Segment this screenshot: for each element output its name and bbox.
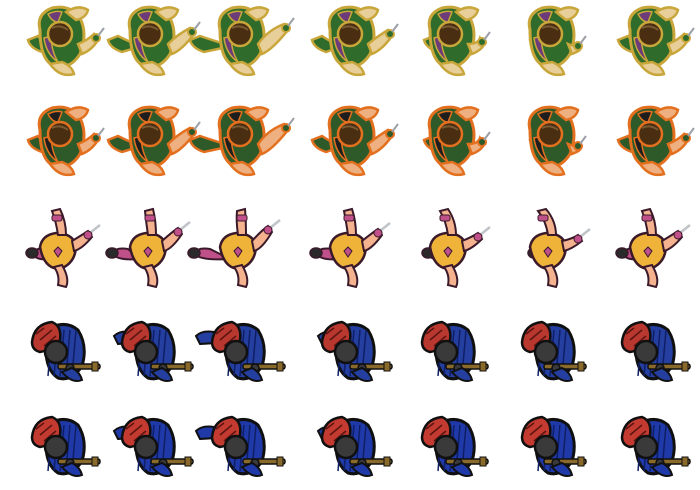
sprite-row-red-hair-rifleman-alt-frame [312,405,396,489]
sprite-image [422,105,491,177]
sprite-row-green-soldier-yellow-outline-frame [412,0,496,84]
sprite-image [26,5,105,77]
sprite-row-red-hair-rifleman-frame [22,310,106,394]
sprite-row-pink-girl-frame [22,205,106,289]
sprite-row-pink-girl-frame [512,205,596,289]
sprite-image [105,207,191,289]
sprite-row-green-soldier-yellow-outline-frame [512,0,596,84]
sprite-image [420,320,489,382]
sprite-row-red-hair-rifleman-alt-frame [194,405,286,489]
sprite-image [421,207,491,289]
sprite-row-pink-girl-frame [412,205,496,289]
sprite-row-red-hair-rifleman-frame [194,310,286,394]
sprite-row-pink-girl-frame [612,205,696,289]
sprite-row-pink-girl-frame [187,205,286,289]
sprite-image [527,207,591,289]
sprite-image [194,320,286,382]
sprite-image [188,5,295,77]
sprite-row-green-soldier-orange-outline-frame [310,100,399,184]
sprite-image [520,320,587,382]
sprite-image [310,5,399,77]
sprite-row-green-soldier-yellow-outline-frame [612,0,696,84]
sprite-image [188,105,295,177]
sprite-image [25,207,101,289]
sprite-image [187,207,281,289]
sprite-image [615,207,691,289]
sprite-row-red-hair-rifleman-alt-frame [412,405,496,489]
sprite-row-green-soldier-orange-outline-frame [512,100,596,184]
sprite-image [520,415,587,477]
sprite-row-red-hair-rifleman-frame [112,310,196,394]
sprite-image [620,415,691,477]
sprite-image [616,105,695,177]
sprite-image [316,415,393,477]
sprite-row-red-hair-rifleman-frame [312,310,396,394]
sprite-row-pink-girl-frame [309,205,396,289]
sprite-row-red-hair-rifleman-alt-frame [22,405,106,489]
sprite-image [616,5,695,77]
sprite-row-green-soldier-orange-outline-frame [612,100,696,184]
sprite-image [620,320,691,382]
sprite-row-red-hair-rifleman-alt-frame [112,405,196,489]
sprite-row-green-soldier-orange-outline-frame [412,100,496,184]
sprite-image [527,105,587,177]
sprite-image [26,105,105,177]
sprite-row-red-hair-rifleman-frame [412,310,496,394]
sprite-image [30,415,101,477]
sprite-image [527,5,587,77]
sprite-row-green-soldier-orange-outline-frame [188,100,295,184]
sprite-row-green-soldier-orange-outline-frame [22,100,106,184]
sprite-row-green-soldier-orange-outline-frame [106,100,201,184]
sprite-image [106,105,201,177]
sprite-image [112,415,194,477]
sprite-row-green-soldier-yellow-outline-frame [106,0,201,84]
sprite-row-red-hair-rifleman-alt-frame [612,405,696,489]
sprite-row-red-hair-rifleman-frame [512,310,596,394]
sprite-image [309,207,391,289]
sprite-image [30,320,101,382]
sprite-image [316,320,393,382]
sprite-row-pink-girl-frame [105,205,196,289]
sprite-row-red-hair-rifleman-frame [612,310,696,394]
sprite-image [422,5,491,77]
sprite-image [420,415,489,477]
sprite-image [106,5,201,77]
sprite-row-green-soldier-yellow-outline-frame [188,0,295,84]
sprite-row-red-hair-rifleman-alt-frame [512,405,596,489]
sprite-row-green-soldier-yellow-outline-frame [22,0,106,84]
sprite-row-green-soldier-yellow-outline-frame [310,0,399,84]
sprite-image [310,105,399,177]
sprite-image [194,415,286,477]
sprite-image [112,320,194,382]
